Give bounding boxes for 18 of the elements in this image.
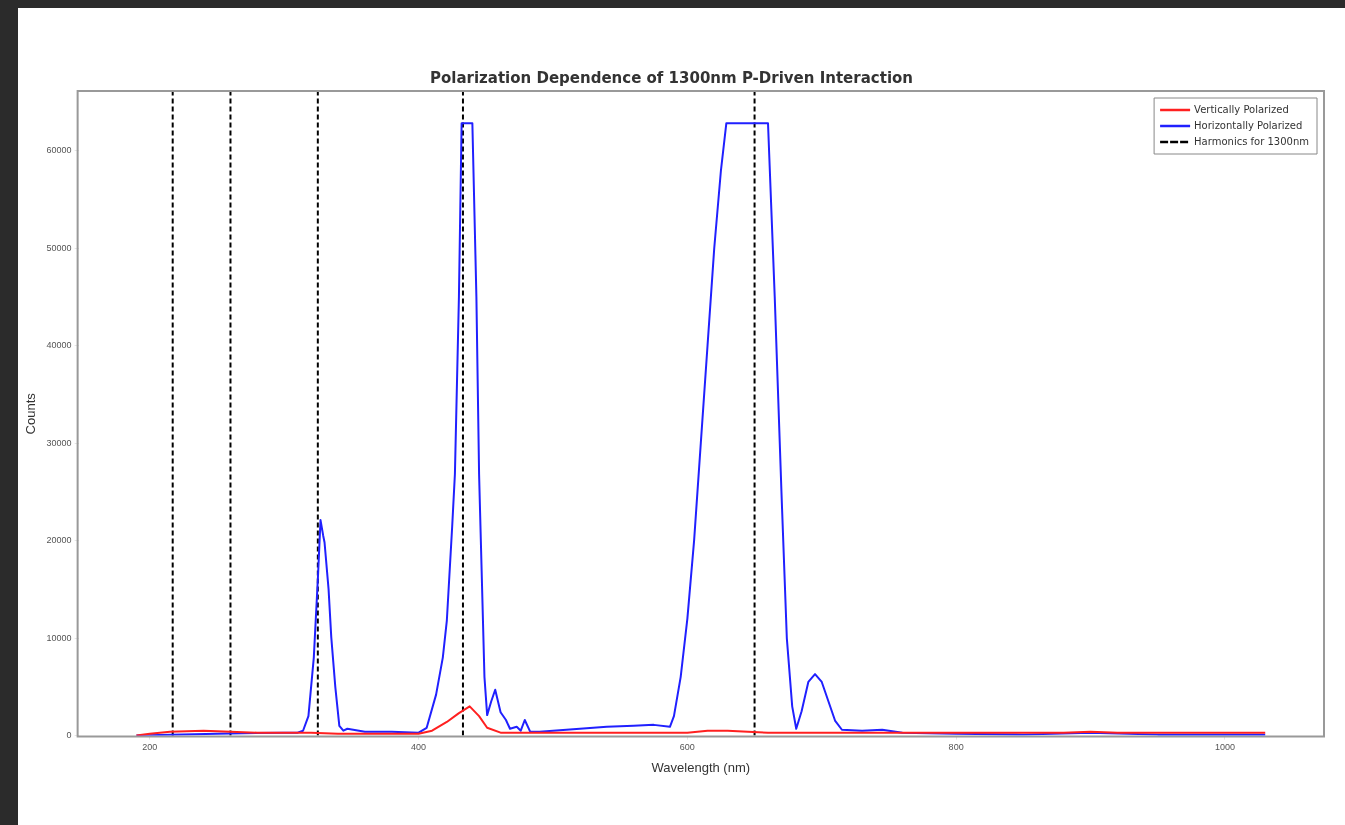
x-tick-label: 200 bbox=[142, 742, 158, 753]
x-tick-label: 1000 bbox=[1214, 742, 1235, 753]
y-axis-title: Counts bbox=[23, 392, 39, 435]
x-tick-label: 600 bbox=[679, 742, 695, 753]
y-tick-label: 50000 bbox=[46, 242, 72, 253]
y-tick-label: 20000 bbox=[46, 535, 72, 546]
legend-label: Harmonics for 1300nm bbox=[1194, 135, 1309, 147]
y-tick-label: 60000 bbox=[46, 144, 72, 155]
y-tick-label: 10000 bbox=[46, 632, 72, 643]
legend-label: Vertically Polarized bbox=[1194, 103, 1289, 115]
chart-title: Polarization Dependence of 1300nm P-Driven Interaction bbox=[429, 68, 914, 87]
x-axis-title: Wavelength (nm) bbox=[651, 759, 751, 775]
y-tick-label: 30000 bbox=[46, 437, 72, 448]
y-tick-label: 40000 bbox=[46, 340, 72, 351]
legend-label: Horizontally Polarized bbox=[1194, 119, 1303, 131]
y-tick-label: 0 bbox=[66, 730, 72, 741]
x-tick-label: 800 bbox=[948, 742, 964, 753]
x-tick-label: 400 bbox=[411, 742, 427, 753]
